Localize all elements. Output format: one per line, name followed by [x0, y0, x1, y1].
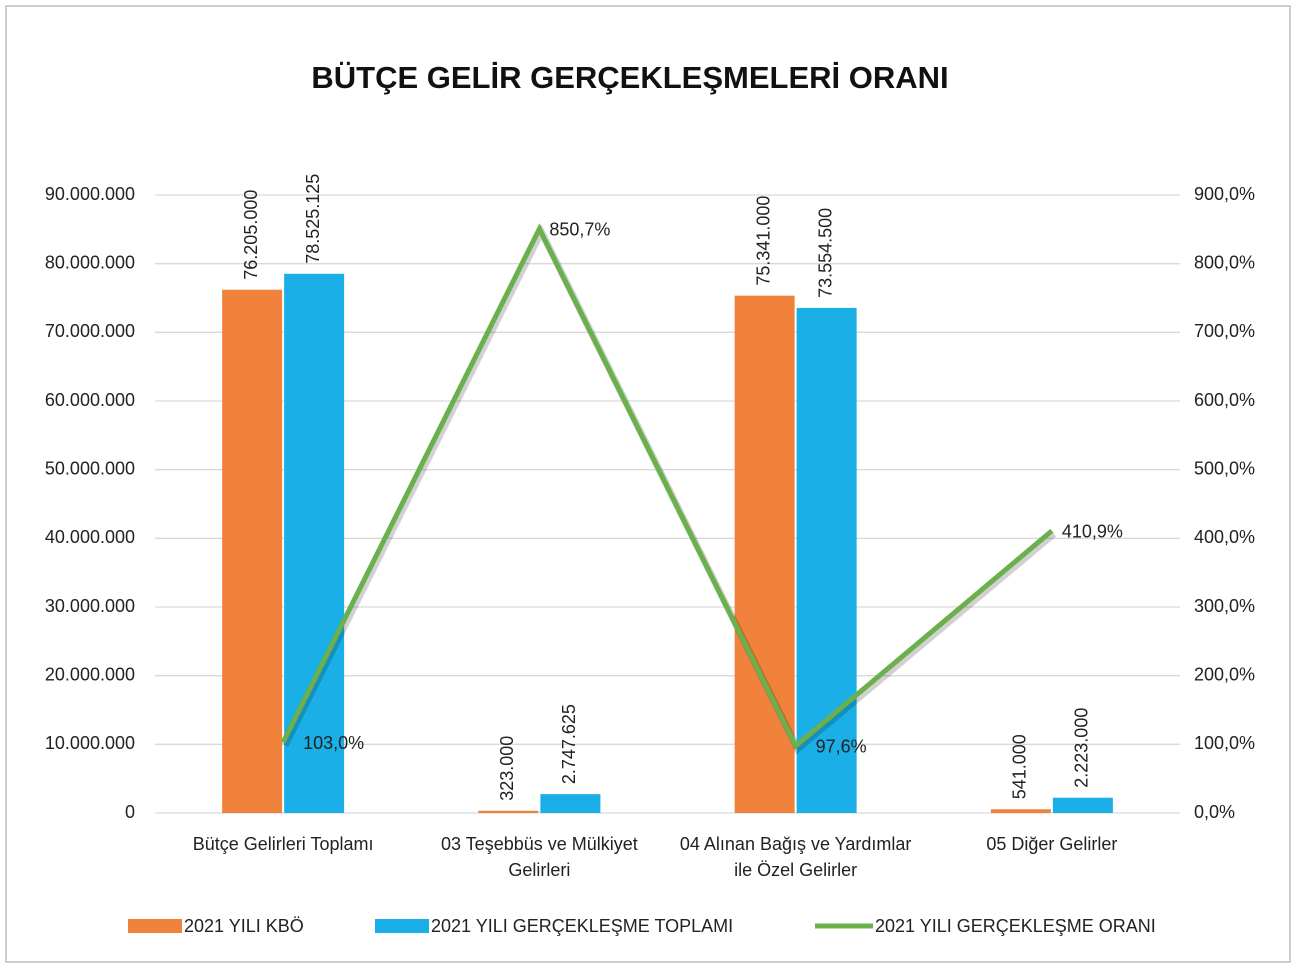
y2-tick-label: 200,0% — [1194, 664, 1255, 684]
y2-tick-label: 300,0% — [1194, 596, 1255, 616]
y-tick-label: 30.000.000 — [45, 596, 135, 616]
data-label: 97,6% — [816, 737, 867, 757]
x-tick-label: Bütçe Gelirleri Toplamı — [192, 834, 374, 854]
legend-label: 2021 YILI KBÖ — [184, 916, 304, 936]
data-label: 2.747.625 — [559, 704, 579, 784]
data-label: 850,7% — [549, 220, 610, 240]
bar — [796, 307, 857, 813]
legend-swatch — [375, 919, 429, 933]
y2-tick-label: 900,0% — [1194, 184, 1255, 204]
y2-tick-label: 800,0% — [1194, 252, 1255, 272]
y-tick-label: 40.000.000 — [45, 527, 135, 547]
y-tick-label: 10.000.000 — [45, 733, 135, 753]
bar — [478, 810, 539, 813]
bar — [540, 794, 601, 813]
legend-label: 2021 YILI GERÇEKLEŞME TOPLAMI — [431, 916, 733, 936]
x-tick-label: 05 Diğer Gelirler — [986, 834, 1118, 854]
data-label: 323.000 — [497, 736, 517, 801]
data-label: 2.223.000 — [1072, 708, 1092, 788]
bar — [990, 809, 1051, 813]
y-tick-label: 90.000.000 — [45, 184, 135, 204]
bar — [1052, 797, 1113, 813]
y-tick-label: 60.000.000 — [45, 390, 135, 410]
data-label: 103,0% — [303, 733, 364, 753]
x-tick-label: 04 Alınan Bağış ve Yardımlar ile Özel Ge… — [679, 834, 912, 880]
data-label: 410,9% — [1062, 522, 1123, 542]
data-label: 75.341.000 — [753, 196, 773, 286]
y2-tick-label: 500,0% — [1194, 458, 1255, 478]
y2-tick-label: 700,0% — [1194, 321, 1255, 341]
bar — [222, 289, 283, 813]
y2-tick-label: 0,0% — [1194, 802, 1235, 822]
data-label: 78.525.125 — [303, 174, 323, 264]
y2-tick-label: 400,0% — [1194, 527, 1255, 547]
legend-swatch — [128, 919, 182, 933]
y2-tick-label: 100,0% — [1194, 733, 1255, 753]
y-tick-label: 50.000.000 — [45, 458, 135, 478]
legend-label: 2021 YILI GERÇEKLEŞME ORANI — [875, 916, 1156, 936]
y-tick-label: 0 — [125, 802, 135, 822]
data-label: 76.205.000 — [241, 190, 261, 280]
y-tick-label: 70.000.000 — [45, 321, 135, 341]
y-tick-label: 80.000.000 — [45, 252, 135, 272]
line — [280, 223, 1054, 750]
x-tick-label: 03 Teşebbüs ve Mülkiyet Gelirleri — [440, 834, 638, 880]
bar — [734, 295, 795, 814]
y-tick-label: 20.000.000 — [45, 664, 135, 684]
y2-tick-label: 600,0% — [1194, 390, 1255, 410]
chart-title: BÜTÇE GELİR GERÇEKLEŞMELERİ ORANI — [311, 60, 948, 95]
data-label: 73.554.500 — [815, 208, 835, 298]
data-label: 541.000 — [1010, 734, 1030, 799]
chart-border — [5, 5, 1291, 963]
